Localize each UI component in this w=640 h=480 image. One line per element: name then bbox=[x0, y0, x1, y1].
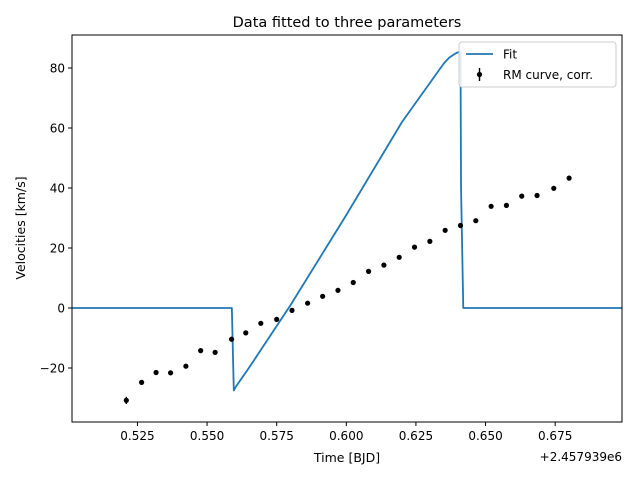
chart-title: Data fitted to three parameters bbox=[233, 15, 462, 31]
y-tick-label: 60 bbox=[50, 121, 65, 135]
x-tick-label: 0.625 bbox=[399, 429, 433, 443]
data-point bbox=[396, 254, 402, 260]
y-tick-label: 40 bbox=[50, 181, 65, 195]
data-point bbox=[243, 330, 249, 336]
data-point bbox=[153, 369, 159, 376]
y-tick-label: −20 bbox=[40, 361, 65, 375]
data-point-marker bbox=[304, 300, 311, 306]
data-point bbox=[258, 320, 264, 326]
data-point bbox=[320, 293, 326, 299]
y-tick-label: 20 bbox=[50, 241, 65, 255]
legend-fit-label: Fit bbox=[503, 48, 517, 62]
data-point-marker bbox=[123, 397, 129, 403]
data-point-marker bbox=[289, 307, 295, 313]
data-point bbox=[289, 307, 295, 313]
axes-frame bbox=[71, 34, 623, 423]
data-point-marker bbox=[153, 369, 159, 376]
data-point bbox=[167, 370, 174, 376]
data-point-marker bbox=[335, 287, 341, 293]
data-point-marker bbox=[473, 218, 479, 224]
x-tick-label: 0.650 bbox=[468, 429, 502, 443]
legend-points-marker-swatch bbox=[476, 71, 483, 78]
data-point bbox=[365, 268, 372, 274]
y-tick-label: 0 bbox=[57, 301, 65, 315]
data-point bbox=[534, 192, 540, 199]
data-point bbox=[519, 193, 525, 199]
y-axis-label: Velocities [km/s] bbox=[13, 176, 28, 279]
y-axis-ticks: −20 0 20 40 60 80 bbox=[40, 61, 72, 375]
data-point-marker bbox=[198, 348, 204, 354]
data-point-marker bbox=[212, 349, 218, 355]
data-point-marker bbox=[365, 268, 372, 274]
data-point bbox=[123, 396, 129, 404]
x-axis-ticks: 0.525 0.550 0.575 0.600 0.625 0.650 0.675 bbox=[120, 422, 572, 443]
x-tick-label: 0.525 bbox=[120, 429, 154, 443]
data-point bbox=[228, 336, 235, 342]
data-point-marker bbox=[534, 192, 540, 199]
data-point bbox=[183, 363, 189, 369]
data-point-marker bbox=[503, 202, 510, 208]
legend: Fit RM curve, corr. bbox=[458, 41, 617, 88]
data-point bbox=[442, 227, 448, 233]
data-point-marker bbox=[457, 222, 464, 229]
data-point bbox=[381, 262, 387, 268]
data-points-layer bbox=[123, 175, 572, 404]
data-point bbox=[335, 287, 341, 293]
data-point-marker bbox=[320, 293, 326, 299]
y-tick-label: 80 bbox=[50, 61, 65, 75]
data-point bbox=[551, 185, 557, 191]
data-point bbox=[139, 379, 145, 385]
data-point-marker bbox=[442, 227, 448, 233]
data-point bbox=[304, 300, 311, 306]
legend-points-label: RM curve, corr. bbox=[503, 68, 593, 82]
x-tick-label: 0.575 bbox=[260, 429, 294, 443]
data-point bbox=[488, 203, 494, 209]
x-axis-label: Time [BJD] bbox=[313, 450, 380, 465]
plot-area bbox=[72, 50, 622, 404]
data-point-marker bbox=[566, 175, 572, 181]
data-point-marker bbox=[228, 336, 235, 342]
legend-frame bbox=[458, 41, 617, 88]
data-point-marker bbox=[519, 193, 525, 199]
x-tick-label: 0.675 bbox=[538, 429, 572, 443]
fit-line bbox=[72, 50, 622, 392]
data-point-marker bbox=[488, 203, 494, 209]
data-point-marker bbox=[427, 238, 433, 244]
data-point bbox=[566, 175, 572, 181]
x-tick-label: 0.600 bbox=[329, 429, 363, 443]
data-point bbox=[350, 279, 356, 286]
data-point bbox=[198, 348, 204, 354]
data-point-marker bbox=[139, 379, 145, 385]
fit-layer bbox=[72, 50, 622, 392]
data-point-marker bbox=[381, 262, 387, 268]
data-point bbox=[411, 244, 418, 250]
data-point-marker bbox=[350, 279, 356, 286]
data-point bbox=[274, 316, 280, 322]
data-point-marker bbox=[411, 244, 418, 250]
data-point-marker bbox=[243, 330, 249, 336]
data-point bbox=[212, 349, 218, 355]
data-point bbox=[457, 222, 464, 229]
data-point bbox=[503, 202, 510, 208]
data-point-marker bbox=[167, 370, 174, 376]
data-point bbox=[427, 238, 433, 244]
data-point-marker bbox=[258, 320, 264, 326]
data-point bbox=[473, 218, 479, 224]
x-axis-offset-label: +2.457939e6 bbox=[540, 450, 622, 464]
data-point-marker bbox=[274, 316, 280, 322]
data-point-marker bbox=[396, 254, 402, 260]
data-point-marker bbox=[551, 185, 557, 191]
x-tick-label: 0.550 bbox=[190, 429, 224, 443]
data-point-marker bbox=[183, 363, 189, 369]
